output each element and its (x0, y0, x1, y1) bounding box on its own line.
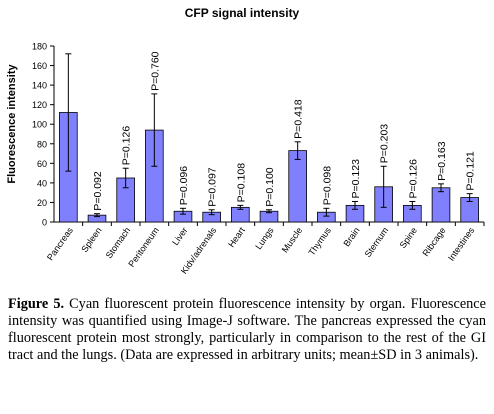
caption-text: Cyan fluorescent protein fluorescence in… (8, 296, 487, 363)
category-label: Ribcage (421, 225, 448, 258)
y-axis-label: Fluorescence intensity (6, 64, 18, 184)
y-tick-label: 60 (37, 159, 47, 169)
category-label: Sternum (363, 225, 391, 259)
p-value-label: P=0.108 (235, 163, 247, 203)
y-tick-label: 20 (37, 198, 47, 208)
y-tick-label: 120 (32, 100, 47, 110)
bar (288, 150, 307, 223)
chart-title: CFP signal intensity (185, 6, 300, 20)
y-tick-label: 0 (42, 218, 47, 228)
p-value-label: P=0.203 (379, 124, 391, 164)
p-value-label: P=0.163 (436, 141, 448, 181)
p-value-label: P=0.760 (149, 51, 161, 91)
p-value-label: P=0.126 (121, 126, 133, 166)
p-value-label: P=0.092 (92, 171, 104, 211)
category-label: Lungs (253, 225, 276, 251)
bar (431, 187, 451, 223)
y-tick-label: 180 (32, 42, 47, 52)
p-value-label: P=0.126 (407, 159, 419, 199)
category-label: Spleen (79, 225, 103, 254)
category-label: Heart (226, 225, 247, 249)
category-label: Liver (170, 225, 189, 247)
y-tick-label: 100 (32, 120, 47, 130)
p-value-label: P=0.418 (293, 99, 305, 139)
category-label: Brain (341, 225, 361, 248)
y-tick-label: 80 (37, 139, 47, 149)
category-label: Stomach (104, 225, 133, 260)
caption-label: Figure 5. (8, 296, 65, 312)
category-label: Muscle (280, 225, 305, 254)
bar-chart: CFP signal intensity Fluorescence intens… (6, 6, 485, 276)
p-value-label: P=0.096 (178, 166, 190, 206)
p-value-label: P=0.100 (264, 167, 276, 207)
p-value-label: P=0.097 (207, 167, 219, 207)
y-tick-label: 140 (32, 81, 47, 91)
p-value-label: P=0.123 (350, 159, 362, 199)
category-label: Spine (398, 225, 419, 250)
category-label: Pancreas (45, 225, 75, 262)
figure-caption: Figure 5. Cyan fluorescent protein fluor… (8, 296, 486, 364)
category-label: Intestines (446, 225, 477, 263)
y-tick-label: 160 (32, 61, 47, 71)
y-tick-label: 40 (37, 178, 47, 188)
p-value-label: P=0.098 (321, 166, 333, 206)
p-value-label: P=0.121 (465, 151, 477, 191)
category-label: Thymus (306, 225, 333, 257)
